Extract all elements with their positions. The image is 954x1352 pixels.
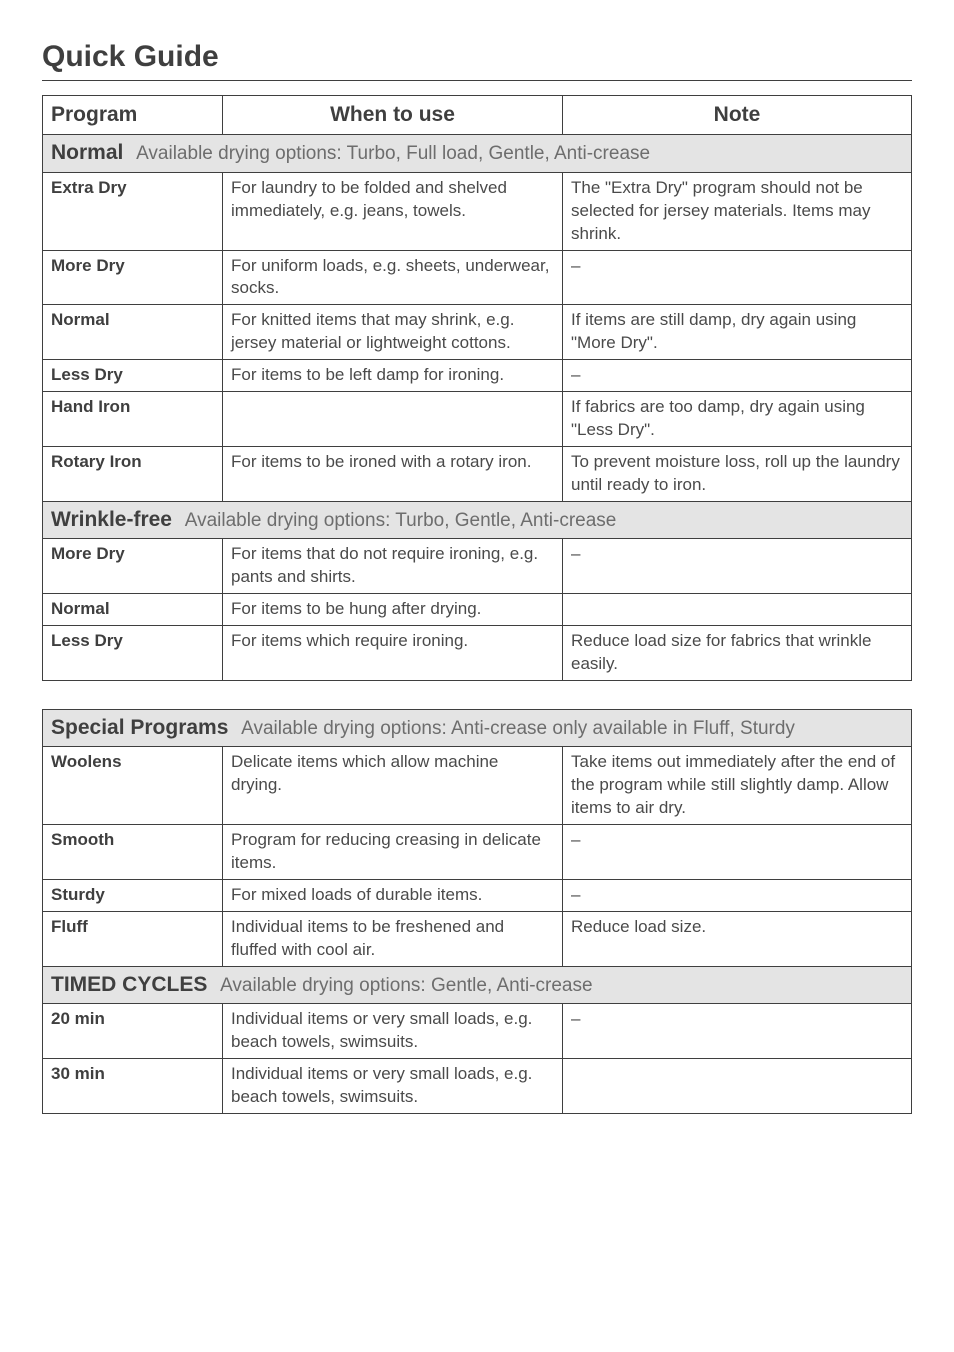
program-use: For items that do not require ironing, e… bbox=[223, 539, 563, 594]
program-note: Take items out immediately after the end… bbox=[563, 747, 912, 825]
section-row-normal: Normal Available drying options: Turbo, … bbox=[43, 135, 912, 172]
program-use: For items to be ironed with a rotary iro… bbox=[223, 447, 563, 502]
program-note: If items are still damp, dry again using… bbox=[563, 305, 912, 360]
program-name: Normal bbox=[43, 594, 223, 626]
program-name: Less Dry bbox=[43, 626, 223, 681]
program-name: More Dry bbox=[43, 250, 223, 305]
program-note: Reduce load size for fabrics that wrinkl… bbox=[563, 626, 912, 681]
program-name: Rotary Iron bbox=[43, 447, 223, 502]
program-note: – bbox=[563, 880, 912, 912]
table-row: 30 min Individual items or very small lo… bbox=[43, 1059, 912, 1114]
programs-table-1: Program When to use Note Normal Availabl… bbox=[42, 95, 912, 681]
program-note: Reduce load size. bbox=[563, 911, 912, 966]
table-row: Sturdy For mixed loads of durable items.… bbox=[43, 880, 912, 912]
program-name: Fluff bbox=[43, 911, 223, 966]
table-row: Fluff Individual items to be freshened a… bbox=[43, 911, 912, 966]
program-name: Woolens bbox=[43, 747, 223, 825]
program-note: – bbox=[563, 1004, 912, 1059]
table-row: Less Dry For items to be left damp for i… bbox=[43, 360, 912, 392]
section-row-special-programs: Special Programs Available drying option… bbox=[43, 709, 912, 746]
header-note: Note bbox=[563, 96, 912, 135]
table-row: Normal For items to be hung after drying… bbox=[43, 594, 912, 626]
program-name: Normal bbox=[43, 305, 223, 360]
program-name: Sturdy bbox=[43, 880, 223, 912]
program-note: – bbox=[563, 250, 912, 305]
table-row: Normal For knitted items that may shrink… bbox=[43, 305, 912, 360]
program-name: More Dry bbox=[43, 539, 223, 594]
section-title: Normal bbox=[51, 141, 123, 164]
program-name: 20 min bbox=[43, 1004, 223, 1059]
program-name: Hand Iron bbox=[43, 392, 223, 447]
program-use: For uniform loads, e.g. sheets, underwea… bbox=[223, 250, 563, 305]
program-use: Individual items to be freshened and flu… bbox=[223, 911, 563, 966]
program-name: 30 min bbox=[43, 1059, 223, 1114]
program-note: The "Extra Dry" program should not be se… bbox=[563, 172, 912, 250]
program-use: Program for reducing creasing in delicat… bbox=[223, 825, 563, 880]
program-note: – bbox=[563, 360, 912, 392]
table-row: Hand Iron If fabrics are too damp, dry a… bbox=[43, 392, 912, 447]
section-title: Wrinkle-free bbox=[51, 508, 172, 531]
program-use: For items to be left damp for ironing. bbox=[223, 360, 563, 392]
program-note: To prevent moisture loss, roll up the la… bbox=[563, 447, 912, 502]
section-title: TIMED CYCLES bbox=[51, 973, 207, 996]
section-options: Available drying options: Gentle, Anti-c… bbox=[220, 975, 592, 996]
table-row: More Dry For items that do not require i… bbox=[43, 539, 912, 594]
table-row: Smooth Program for reducing creasing in … bbox=[43, 825, 912, 880]
section-row-timed-cycles: TIMED CYCLES Available drying options: G… bbox=[43, 966, 912, 1003]
program-use: For mixed loads of durable items. bbox=[223, 880, 563, 912]
header-row: Program When to use Note bbox=[43, 96, 912, 135]
table-row: 20 min Individual items or very small lo… bbox=[43, 1004, 912, 1059]
header-program: Program bbox=[43, 96, 223, 135]
header-when-to-use: When to use bbox=[223, 96, 563, 135]
section-title: Special Programs bbox=[51, 716, 228, 739]
program-name: Smooth bbox=[43, 825, 223, 880]
program-use: For laundry to be folded and shelved imm… bbox=[223, 172, 563, 250]
program-use: Individual items or very small loads, e.… bbox=[223, 1059, 563, 1114]
program-note: If fabrics are too damp, dry again using… bbox=[563, 392, 912, 447]
program-use bbox=[223, 392, 563, 447]
program-use: For items to be hung after drying. bbox=[223, 594, 563, 626]
program-note: – bbox=[563, 825, 912, 880]
programs-table-2: Special Programs Available drying option… bbox=[42, 709, 912, 1114]
section-options: Available drying options: Turbo, Gentle,… bbox=[185, 510, 617, 531]
section-options: Available drying options: Anti-crease on… bbox=[241, 718, 795, 739]
section-row-wrinkle-free: Wrinkle-free Available drying options: T… bbox=[43, 501, 912, 538]
table-row: Rotary Iron For items to be ironed with … bbox=[43, 447, 912, 502]
table-row: Extra Dry For laundry to be folded and s… bbox=[43, 172, 912, 250]
section-options: Available drying options: Turbo, Full lo… bbox=[136, 143, 650, 164]
table-row: Woolens Delicate items which allow machi… bbox=[43, 747, 912, 825]
program-use: Individual items or very small loads, e.… bbox=[223, 1004, 563, 1059]
program-use: Delicate items which allow machine dryin… bbox=[223, 747, 563, 825]
program-use: For knitted items that may shrink, e.g. … bbox=[223, 305, 563, 360]
program-use: For items which require ironing. bbox=[223, 626, 563, 681]
program-note: – bbox=[563, 539, 912, 594]
table-row: Less Dry For items which require ironing… bbox=[43, 626, 912, 681]
page-title: Quick Guide bbox=[42, 40, 912, 81]
program-note bbox=[563, 1059, 912, 1114]
program-name: Extra Dry bbox=[43, 172, 223, 250]
program-note bbox=[563, 594, 912, 626]
table-row: More Dry For uniform loads, e.g. sheets,… bbox=[43, 250, 912, 305]
program-name: Less Dry bbox=[43, 360, 223, 392]
